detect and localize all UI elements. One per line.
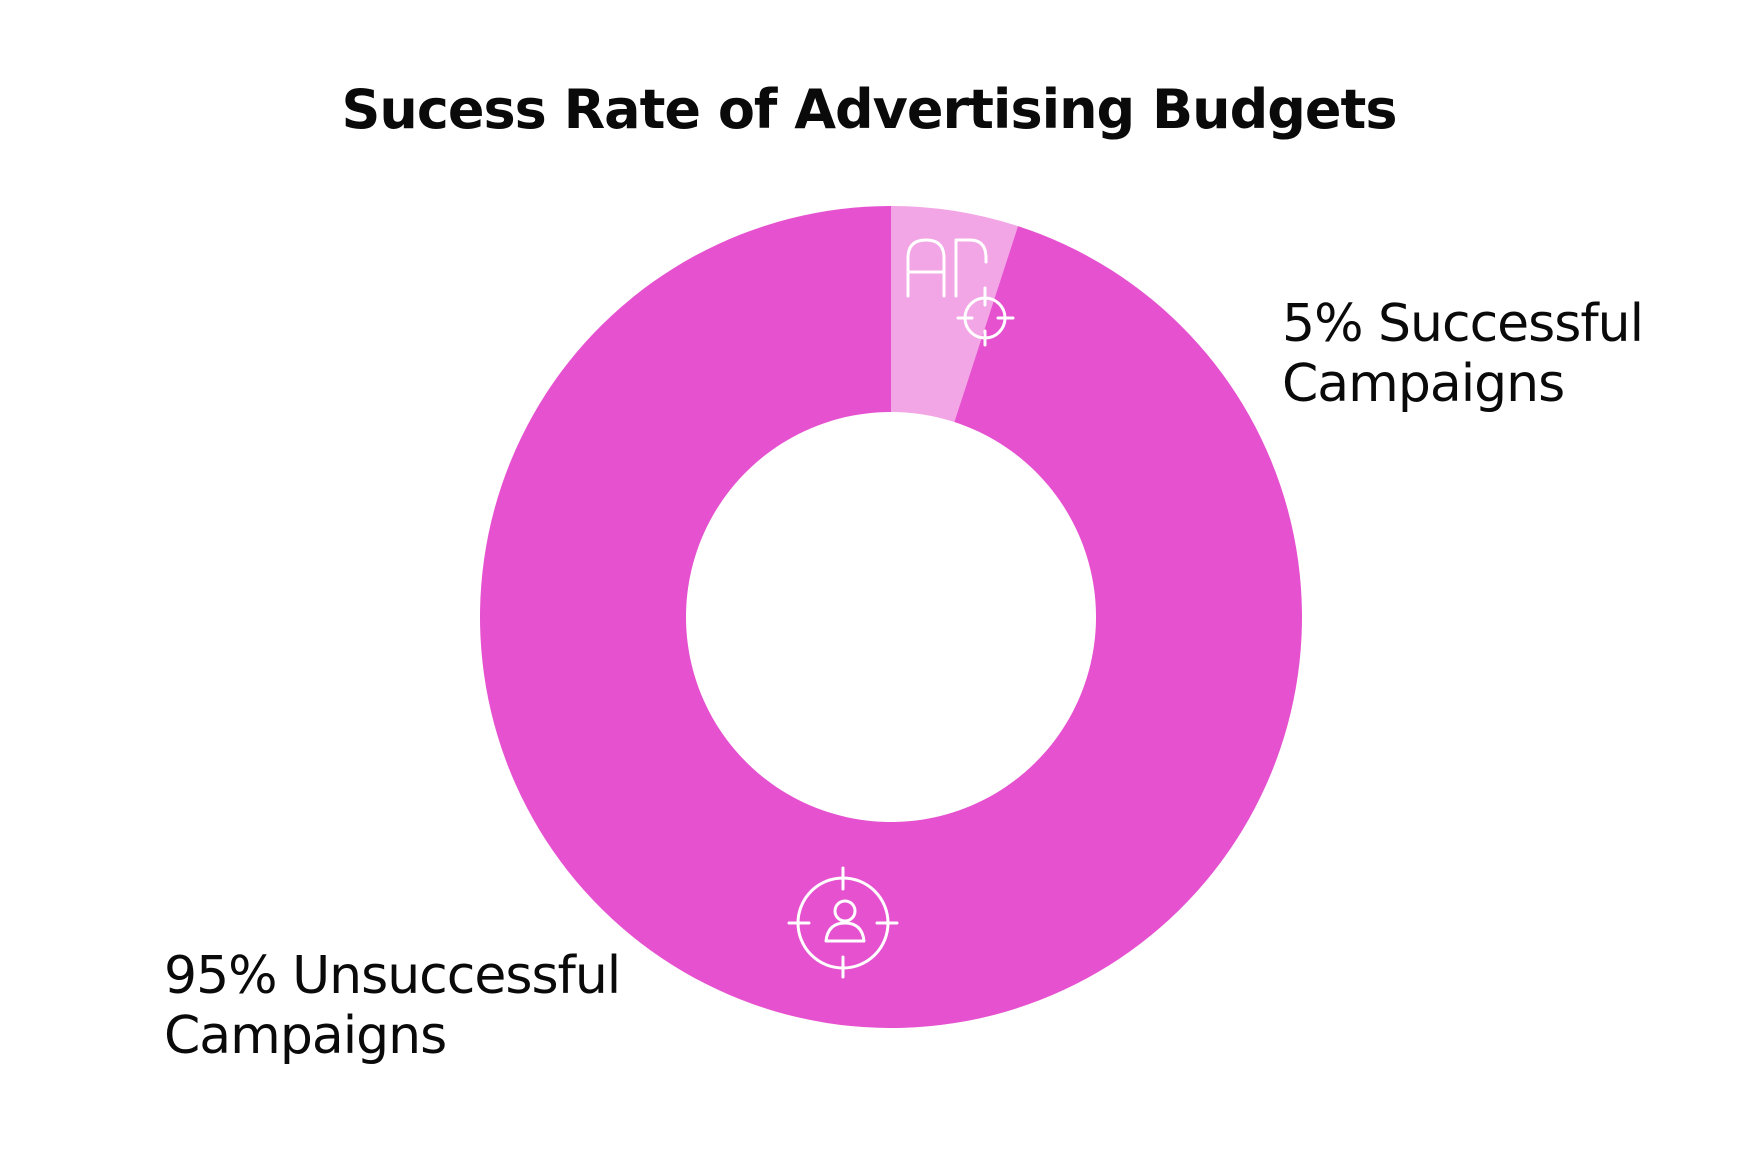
slice-label-unsuccessful: 95% Unsuccessful Campaigns	[164, 946, 621, 1066]
slice-label-successful-line1: 5% Successful	[1282, 294, 1644, 354]
donut-slices	[480, 206, 1302, 1028]
slice-label-successful-line2: Campaigns	[1282, 354, 1565, 414]
slice-label-unsuccessful-line2: Campaigns	[164, 1006, 447, 1066]
user-target-icon	[787, 866, 899, 979]
slice-label-unsuccessful-line1: 95% Unsuccessful	[164, 946, 621, 1006]
ad-target-icon	[906, 238, 1015, 347]
slice-label-successful: 5% Successful Campaigns	[1282, 294, 1644, 414]
chart-title: Sucess Rate of Advertising Budgets	[341, 78, 1398, 141]
slice-unsuccessful	[480, 206, 1302, 1028]
